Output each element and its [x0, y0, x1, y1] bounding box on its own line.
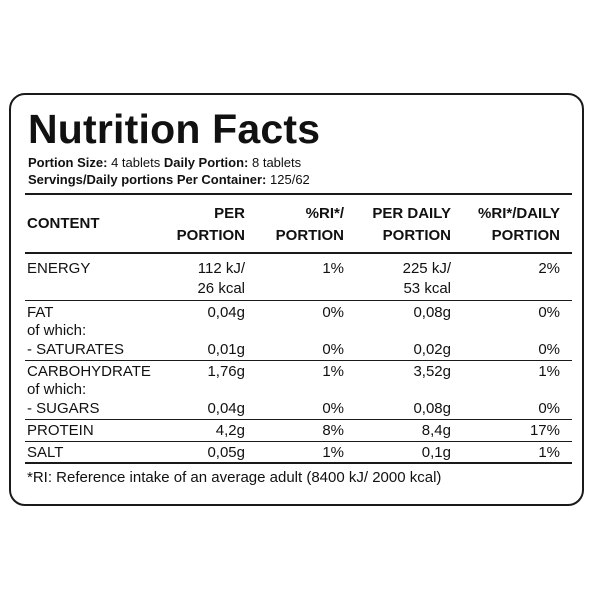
row-divider: [25, 419, 572, 420]
header-ri-portion-line2: PORTION: [275, 227, 344, 244]
row-carbohydrate-ri: 1%: [322, 363, 344, 380]
row-energy-per-portion-kj: 112 kJ/: [197, 260, 245, 277]
header-ri-daily-line1: %RI*/DAILY: [478, 205, 560, 222]
row-protein-ri-daily: 17%: [529, 422, 560, 439]
daily-portion-label: Daily Portion:: [163, 155, 249, 170]
header-content: CONTENT: [27, 215, 100, 232]
row-carbohydrate-ri-daily: 1%: [538, 363, 560, 380]
row-protein-name: PROTEIN: [27, 422, 94, 439]
row-sugars-name: - SUGARS: [27, 400, 100, 417]
row-energy-name: ENERGY: [27, 260, 91, 277]
portion-size-value: 4 tablets: [111, 155, 161, 170]
row-sugars-per-portion: 0,04g: [207, 400, 245, 417]
header-bottom-divider: [25, 252, 572, 254]
header-per-portion-line2: PORTION: [176, 227, 245, 244]
row-carbohydrate-per-daily: 3,52g: [413, 363, 451, 380]
row-carbohydrate-per-portion: 1,76g: [207, 363, 245, 380]
header-per-daily-line1: PER DAILY: [372, 205, 451, 222]
row-carbohydrate-name: CARBOHYDRATE: [27, 363, 151, 380]
header-per-portion-line1: PER: [214, 205, 245, 222]
row-fat-of-which: of which:: [27, 322, 87, 339]
row-fat-per-daily: 0,08g: [413, 304, 451, 321]
row-energy-ri: 1%: [322, 260, 344, 277]
header-ri-portion-line1: %RI*/: [305, 205, 344, 222]
row-salt-ri-daily: 1%: [538, 444, 560, 461]
row-protein-ri: 8%: [322, 422, 344, 439]
row-energy-ri-daily: 2%: [538, 260, 560, 277]
header-ri-daily-line2: PORTION: [491, 227, 560, 244]
header-top-divider: [25, 193, 572, 195]
portion-info-line: Portion Size: 4 tablets Daily Portion: 8…: [28, 155, 301, 171]
row-saturates-name: - SATURATES: [27, 341, 124, 358]
row-energy-per-daily-kj: 225 kJ/: [402, 260, 451, 277]
row-salt-name: SALT: [27, 444, 64, 461]
daily-portion-value: 8 tablets: [252, 155, 302, 170]
row-divider: [25, 441, 572, 442]
row-sugars-ri-daily: 0%: [538, 400, 560, 417]
row-saturates-ri: 0%: [322, 341, 344, 358]
row-protein-per-portion: 4,2g: [215, 422, 245, 439]
row-sugars-per-daily: 0,08g: [413, 400, 451, 417]
row-salt-ri: 1%: [322, 444, 344, 461]
row-fat-ri-daily: 0%: [538, 304, 560, 321]
row-divider: [25, 300, 572, 301]
row-fat-ri: 0%: [322, 304, 344, 321]
row-energy-per-portion-kcal: 26 kcal: [197, 280, 245, 297]
reference-intake-footnote: *RI: Reference intake of an average adul…: [27, 469, 442, 486]
row-salt-per-daily: 0,1g: [421, 444, 451, 461]
row-saturates-per-portion: 0,01g: [207, 341, 245, 358]
portion-size-label: Portion Size:: [28, 155, 108, 170]
row-energy-per-daily-kcal: 53 kcal: [403, 280, 451, 297]
row-fat-per-portion: 0,04g: [207, 304, 245, 321]
label-title: Nutrition Facts: [28, 106, 321, 152]
row-salt-per-portion: 0,05g: [207, 444, 245, 461]
row-protein-per-daily: 8,4g: [421, 422, 451, 439]
header-per-daily-line2: PORTION: [382, 227, 451, 244]
row-carbohydrate-of-which: of which:: [27, 381, 87, 398]
footer-divider: [25, 462, 572, 464]
servings-info-line: Servings/Daily portions Per Container: 1…: [28, 172, 310, 188]
row-saturates-per-daily: 0,02g: [413, 341, 451, 358]
servings-label: Servings/Daily portions Per Container:: [28, 172, 267, 187]
row-saturates-ri-daily: 0%: [538, 341, 560, 358]
row-divider: [25, 360, 572, 361]
nutrition-label: Nutrition Facts Portion Size: 4 tablets …: [9, 93, 584, 506]
servings-value: 125/62: [270, 172, 310, 187]
row-fat-name: FAT: [27, 304, 54, 321]
row-sugars-ri: 0%: [322, 400, 344, 417]
